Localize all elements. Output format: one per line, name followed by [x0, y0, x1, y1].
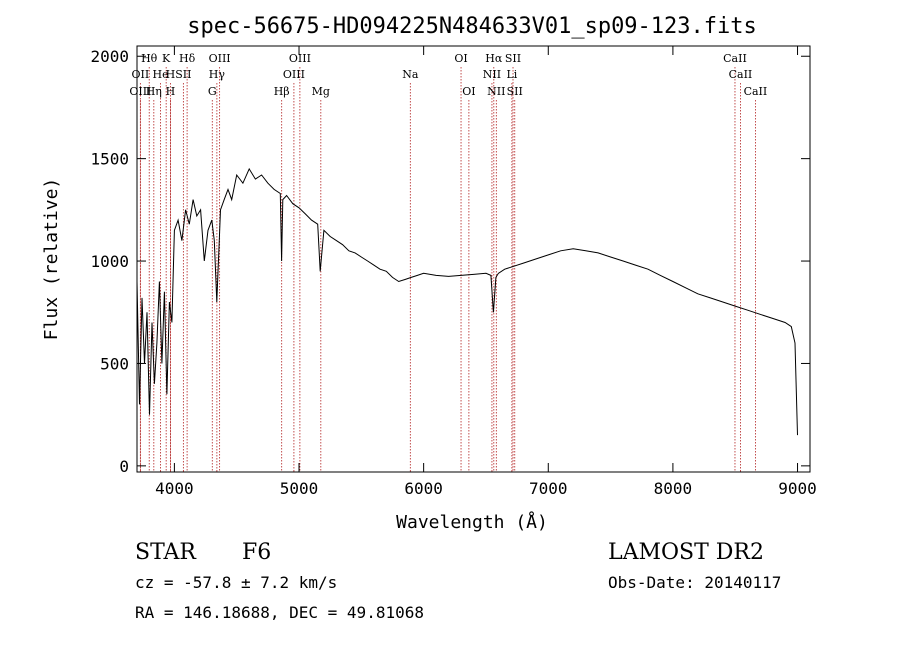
line-label: OIII — [289, 52, 311, 65]
line-label: OI — [462, 85, 475, 98]
velocity: cz = -57.8 ± 7.2 km/s — [135, 573, 338, 592]
y-axis-ticks: 0 500 1000 1500 2000 — [90, 47, 810, 476]
line-label: Hη — [146, 85, 162, 98]
coordinates: RA = 146.18688, DEC = 49.81068 — [135, 603, 424, 622]
line-label: He — [153, 68, 169, 81]
line-label: Hδ — [179, 52, 196, 65]
x-tick-label: 5000 — [280, 479, 319, 498]
y-tick-label: 1500 — [90, 150, 129, 169]
plot-frame — [136, 45, 811, 473]
spectrum-line — [136, 167, 798, 436]
x-tick-label: 9000 — [778, 479, 817, 498]
line-label: Hθ — [141, 52, 158, 65]
line-label: G — [208, 85, 217, 98]
line-label: CaII — [729, 68, 753, 81]
line-label: Hβ — [274, 85, 290, 98]
line-label: Hα — [485, 52, 503, 65]
obs-date: Obs-Date: 20140117 — [608, 573, 782, 592]
line-label: Hγ — [209, 68, 226, 81]
line-label: CaII — [723, 52, 747, 65]
line-label: Na — [402, 68, 419, 81]
object-class: STAR — [135, 540, 196, 565]
y-tick-label: 1000 — [90, 252, 129, 271]
y-tick-label: 0 — [119, 457, 129, 476]
line-label: Li — [506, 68, 517, 81]
line-label: SII — [507, 85, 523, 98]
line-label: NII — [487, 85, 505, 98]
line-markers — [139, 67, 756, 472]
line-label: OIII — [129, 85, 151, 98]
x-axis-ticks: 4000 5000 6000 7000 8000 9000 — [155, 46, 817, 498]
x-tick-label: 6000 — [404, 479, 443, 498]
subclass: F6 — [242, 540, 272, 565]
line-label: H — [166, 85, 176, 98]
line-label: OIII — [283, 68, 305, 81]
line-label: CaII — [744, 85, 768, 98]
line-label: H — [166, 68, 176, 81]
x-axis-label: Wavelength (Å) — [396, 511, 548, 533]
line-label: OII — [132, 68, 150, 81]
line-label: Mg — [312, 85, 330, 98]
line-label: K — [162, 52, 171, 65]
y-tick-label: 500 — [100, 354, 129, 373]
y-tick-label: 2000 — [90, 47, 129, 66]
chart-title: spec-56675-HD094225N484633V01_sp09-123.f… — [187, 14, 757, 39]
line-label: SII — [505, 52, 521, 65]
line-label: NII — [483, 68, 501, 81]
x-tick-label: 8000 — [654, 479, 693, 498]
x-tick-label: 7000 — [529, 479, 568, 498]
line-label: SII — [175, 68, 191, 81]
line-label: OIII — [209, 52, 231, 65]
y-axis-label: Flux (relative) — [41, 178, 62, 341]
x-tick-label: 4000 — [155, 479, 194, 498]
line-label: OI — [454, 52, 467, 65]
survey-name: LAMOST DR2 — [608, 540, 764, 565]
